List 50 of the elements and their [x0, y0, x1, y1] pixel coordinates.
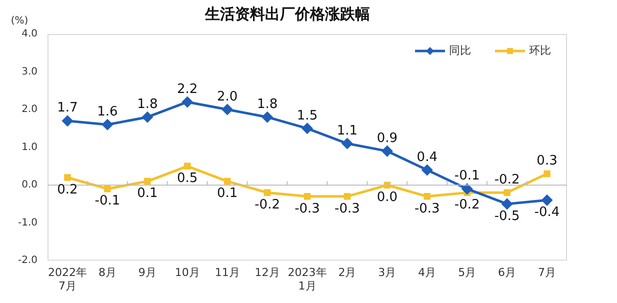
data-label: 1.8	[256, 96, 278, 112]
x-tick-label: 12月	[254, 266, 280, 280]
data-label: 0.2	[57, 182, 78, 198]
x-tick-label: 2月	[338, 266, 356, 280]
data-label: 1.6	[97, 104, 118, 120]
data-label: -0.2	[454, 197, 480, 212]
data-label: 2.2	[177, 82, 198, 97]
data-label: 0.1	[137, 186, 158, 202]
data-label: -0.3	[294, 201, 320, 216]
y-axis-title: (%)	[10, 16, 28, 27]
x-tick-label: 2023年 1月	[288, 266, 327, 292]
y-tick-label: 4.0	[22, 28, 38, 40]
data-label: 1.5	[296, 108, 318, 124]
data-label: 1.1	[336, 123, 358, 138]
data-label: 0.9	[376, 130, 398, 146]
legend-label: 环比	[529, 44, 551, 57]
data-label: -0.4	[534, 205, 560, 220]
legend-label: 同比	[449, 44, 471, 57]
x-tick-label: 10月	[174, 266, 200, 280]
y-tick-label: 2.0	[22, 104, 38, 116]
data-label: 0.3	[536, 154, 558, 169]
data-label: -0.2	[254, 197, 280, 212]
x-tick-label: 3月	[378, 266, 396, 280]
data-label: -0.5	[494, 208, 520, 224]
x-tick-label: 9月	[138, 266, 156, 280]
data-label: -0.2	[494, 172, 520, 188]
data-label: 2.0	[216, 89, 238, 104]
x-tick-label: 11月	[214, 266, 240, 280]
x-tick-label: 6月	[498, 266, 516, 280]
data-label: -0.3	[414, 201, 440, 216]
y-tick-label: 1.0	[22, 142, 38, 153]
y-tick-label: -1.0	[18, 217, 38, 228]
data-label: -0.1	[94, 194, 120, 209]
data-label: 1.7	[57, 100, 78, 116]
data-label: 1.8	[137, 96, 158, 112]
chart-title: 生活资料出厂价格涨跌幅	[204, 4, 370, 23]
data-label: -0.1	[454, 168, 480, 184]
data-label: 0.4	[416, 150, 438, 165]
data-label: 0.1	[216, 186, 238, 202]
x-tick-label: 2022年 7月	[48, 266, 87, 292]
y-tick-label: -2.0	[18, 255, 38, 266]
x-tick-label: 8月	[98, 266, 116, 280]
data-label: -0.3	[334, 201, 360, 216]
x-tick-label: 7月	[538, 266, 556, 280]
data-label: 0.0	[376, 190, 398, 205]
data-label: 0.5	[177, 171, 198, 186]
x-tick-label: 5月	[458, 266, 476, 280]
y-tick-label: 3.0	[22, 66, 38, 78]
y-tick-label: 0.0	[22, 180, 38, 191]
x-tick-label: 4月	[418, 266, 436, 280]
